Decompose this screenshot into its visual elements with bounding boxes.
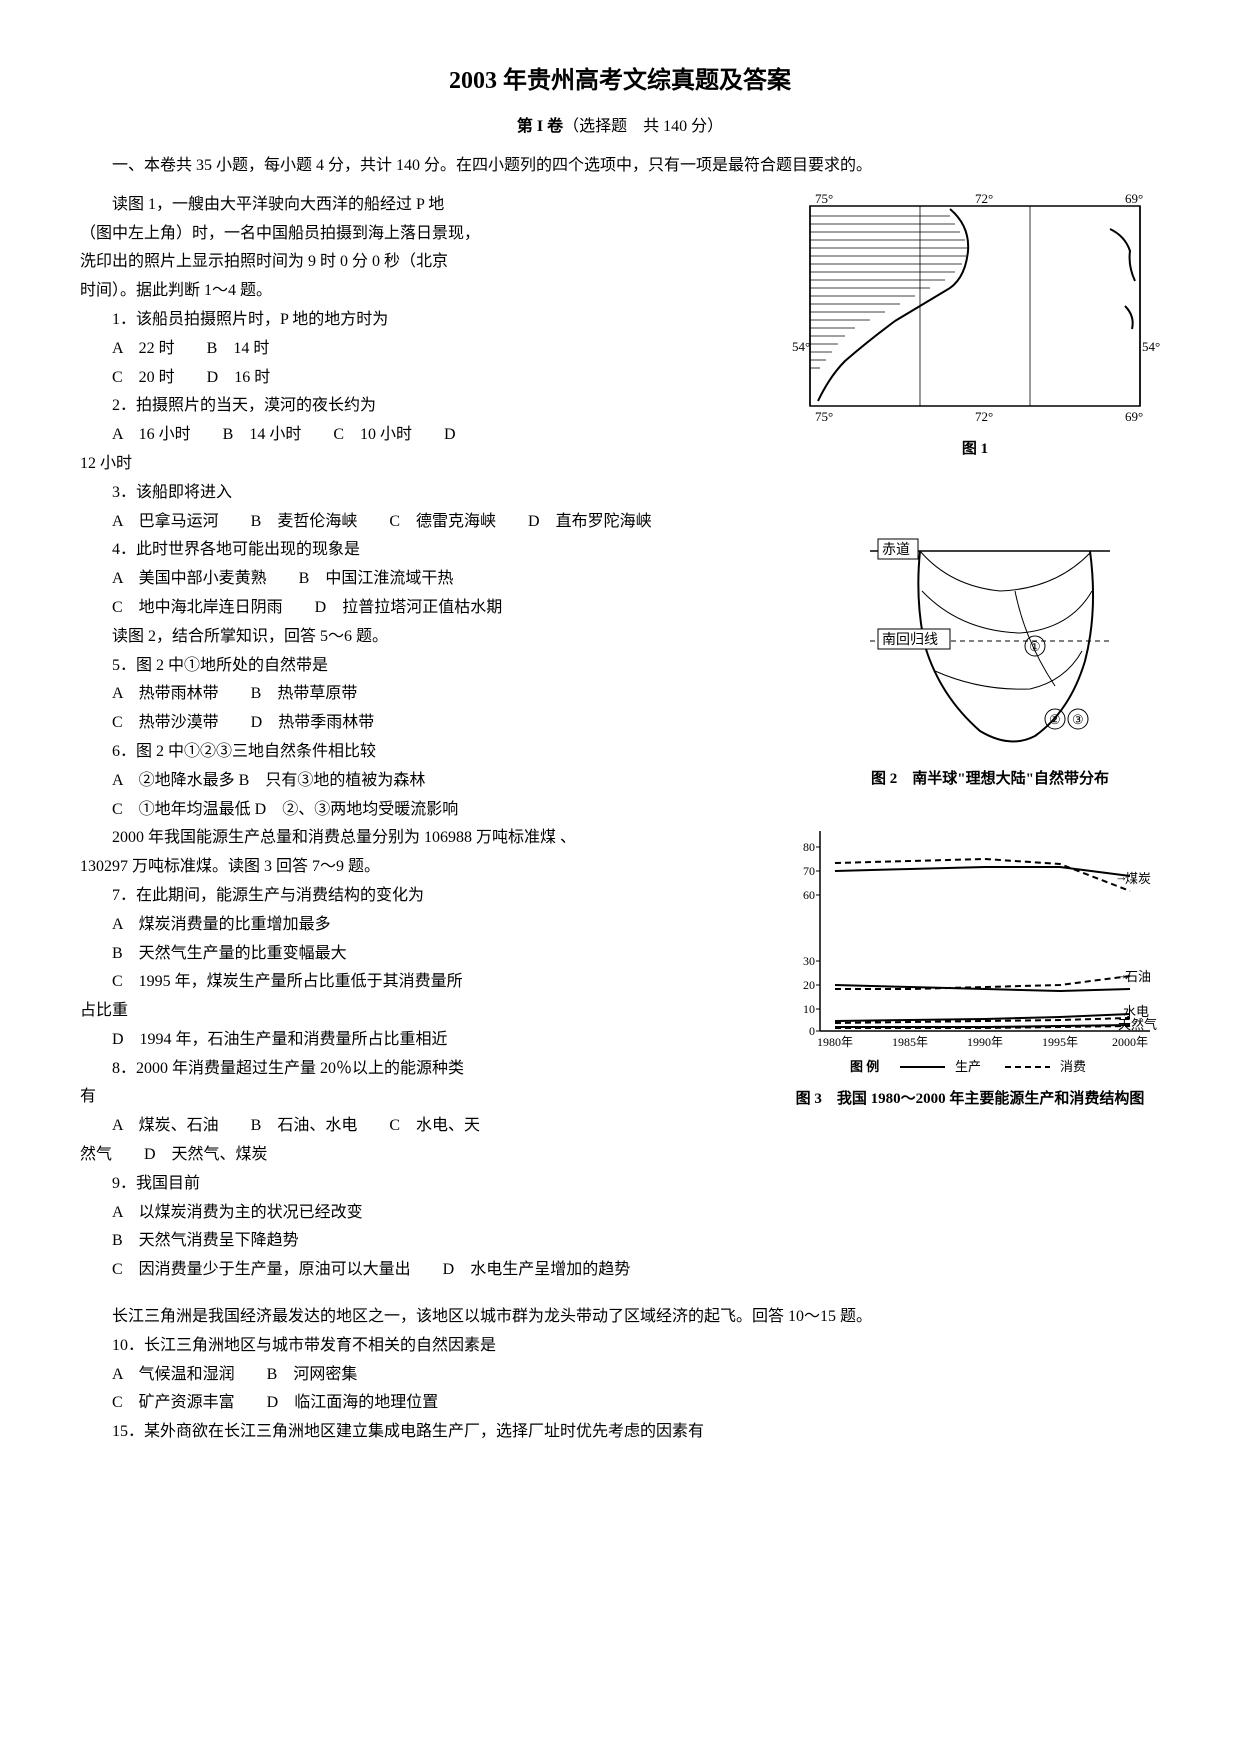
y-20: 20	[803, 978, 815, 992]
q7: 7．在此期间，能源生产与消费结构的变化为	[80, 882, 520, 911]
figure-1: 75° 72° 69° 54° 54° 75° 72° 69° 图 1	[790, 191, 1160, 463]
figure-2: 赤道 南回归线 ① ② ③ 图 2 南半球"理想大陆"自然带分布	[860, 531, 1120, 793]
q10-opts-1: A 气候温和湿润 B 河网密集	[80, 1361, 1160, 1390]
p2-intro: 读图 2，结合所掌知识，回答 5～6 题。	[80, 623, 640, 652]
map-svg-1: 75° 72° 69° 54° 54° 75° 72° 69°	[790, 191, 1160, 431]
q9: 9．我国目前	[80, 1170, 1160, 1199]
subtitle-part1: 第 I 卷	[517, 118, 563, 135]
p1-intro-l2: （图中左上角）时，一名中国船员拍摄到海上落日景现，	[80, 220, 520, 249]
q1-opts-2: C 20 时 D 16 时	[80, 364, 520, 393]
p1-intro-l1: 读图 1，一艘由大平洋驶向大西洋的船经过 P 地	[80, 191, 520, 220]
q2-opts: A 16 小时 B 14 小时 C 10 小时 D	[80, 421, 520, 450]
label-oil-text: 石油	[1125, 969, 1151, 984]
lon-69-bot: 69°	[1125, 409, 1143, 424]
page-title: 2003 年贵州高考文综真题及答案	[80, 60, 1160, 103]
chart-svg-3: 0 10 20 30 60 70 80 1980年 1985年	[780, 821, 1160, 1081]
x-1990: 1990年	[967, 1035, 1003, 1049]
y-10: 10	[803, 1002, 815, 1016]
p1-intro-l3: 洗印出的照片上显示拍照时间为 9 时 0 分 0 秒（北京	[80, 248, 520, 277]
legend-label: 图 例	[850, 1059, 879, 1074]
q8-opts-1: A 煤炭、石油 B 石油、水电 C 水电、天	[80, 1112, 520, 1141]
p1-intro-l4: 时间）。据此判断 1～4 题。	[80, 277, 520, 306]
lon-72-bot: 72°	[975, 409, 993, 424]
y-60: 60	[803, 888, 815, 902]
equator-label: 赤道	[882, 542, 910, 558]
legend-cons: 消费	[1060, 1059, 1086, 1074]
lat-54-right: 54°	[1142, 339, 1160, 354]
y-70: 70	[803, 864, 815, 878]
figure-3-caption: 图 3 我国 1980～2000 年主要能源生产和消费结构图	[780, 1086, 1160, 1113]
q1-opts-1: A 22 时 B 14 时	[80, 335, 520, 364]
x-1985: 1985年	[892, 1035, 928, 1049]
legend-prod: 生产	[955, 1059, 981, 1074]
q6-opts-1: A ②地降水最多 B 只有③地的植被为森林	[80, 767, 640, 796]
figure-2-caption: 图 2 南半球"理想大陆"自然带分布	[860, 766, 1120, 793]
lat-54-left: 54°	[792, 339, 810, 354]
q10-opts-2: C 矿产资源丰富 D 临江面海的地理位置	[80, 1389, 1160, 1418]
q5-opts-2: C 热带沙漠带 D 热带季雨林带	[80, 709, 640, 738]
lon-72-top: 72°	[975, 191, 993, 206]
lon-75-bot: 75°	[815, 409, 833, 424]
figure-1-caption: 图 1	[790, 436, 1160, 463]
marker-3: ③	[1072, 712, 1084, 727]
q2: 2．拍摄照片的当天，漠河的夜长约为	[80, 392, 520, 421]
marker-2: ②	[1049, 712, 1061, 727]
x-1980: 1980年	[817, 1035, 853, 1049]
lon-69-top: 69°	[1125, 191, 1143, 206]
q5: 5．图 2 中①地所处的自然带是	[80, 652, 640, 681]
q10: 10．长江三角洲地区与城市带发育不相关的自然因素是	[80, 1332, 1160, 1361]
figure-3: 0 10 20 30 60 70 80 1980年 1985年	[780, 821, 1160, 1113]
marker-1: ①	[1029, 639, 1041, 654]
q7-d: D 1994 年，石油生产量和消费量所占比重相近	[80, 1026, 520, 1055]
q7-b: B 天然气生产量的比重变幅最大	[80, 940, 520, 969]
q7-c1: C 1995 年，煤炭生产量所占比重低于其消费量所	[80, 968, 520, 997]
y-0: 0	[809, 1024, 815, 1038]
q6-opts-2: C ①地年均温最低 D ②、③两地均受暖流影响	[80, 796, 640, 825]
x-1995: 1995年	[1042, 1035, 1078, 1049]
subtitle-part2: （选择题 共 140 分）	[563, 118, 723, 135]
label-gas-text: 天然气	[1118, 1017, 1157, 1032]
q15: 15．某外商欲在长江三角洲地区建立集成电路生产厂，选择厂址时优先考虑的因素有	[80, 1418, 1160, 1447]
q4-opts-2: C 地中海北岸连日阴雨 D 拉普拉塔河正值枯水期	[80, 594, 640, 623]
tropic-label: 南回归线	[882, 631, 938, 648]
q4-opts-1: A 美国中部小麦黄熟 B 中国江淮流域干热	[80, 565, 640, 594]
q8-opts-2: 然气 D 天然气、煤炭	[80, 1141, 1160, 1170]
q9-c: C 因消费量少于生产量，原油可以大量出 D 水电生产呈增加的趋势	[80, 1256, 1160, 1285]
q3: 3．该船即将进入	[80, 479, 1160, 508]
q8: 8．2000 年消费量超过生产量 20％以上的能源种类	[80, 1055, 520, 1084]
instruction-text: 一、本卷共 35 小题，每小题 4 分，共计 140 分。在四小题列的四个选项中…	[80, 152, 1160, 181]
q4: 4．此时世界各地可能出现的现象是	[80, 536, 640, 565]
diagram-svg-2: 赤道 南回归线 ① ② ③	[860, 531, 1120, 761]
y-80: 80	[803, 840, 815, 854]
q7-a: A 煤炭消费量的比重增加最多	[80, 911, 520, 940]
q1: 1．该船员拍摄照片时，P 地的地方时为	[80, 306, 520, 335]
y-30: 30	[803, 954, 815, 968]
content-wrapper: 75° 72° 69° 54° 54° 75° 72° 69° 图 1 赤道	[80, 191, 1160, 1447]
q6: 6．图 2 中①②③三地自然条件相比较	[80, 738, 640, 767]
x-2000: 2000年	[1112, 1035, 1148, 1049]
q9-b: B 天然气消费呈下降趋势	[80, 1227, 1160, 1256]
p4-intro: 长江三角洲是我国经济最发达的地区之一，该地区以城市群为龙头带动了区域经济的起飞。…	[80, 1303, 1160, 1332]
q9-a: A 以煤炭消费为主的状况已经改变	[80, 1199, 1160, 1228]
label-coal-text: 煤炭	[1125, 871, 1151, 886]
section-subtitle: 第 I 卷（选择题 共 140 分）	[80, 113, 1160, 142]
lon-75-top: 75°	[815, 191, 833, 206]
q5-opts-1: A 热带雨林带 B 热带草原带	[80, 680, 640, 709]
